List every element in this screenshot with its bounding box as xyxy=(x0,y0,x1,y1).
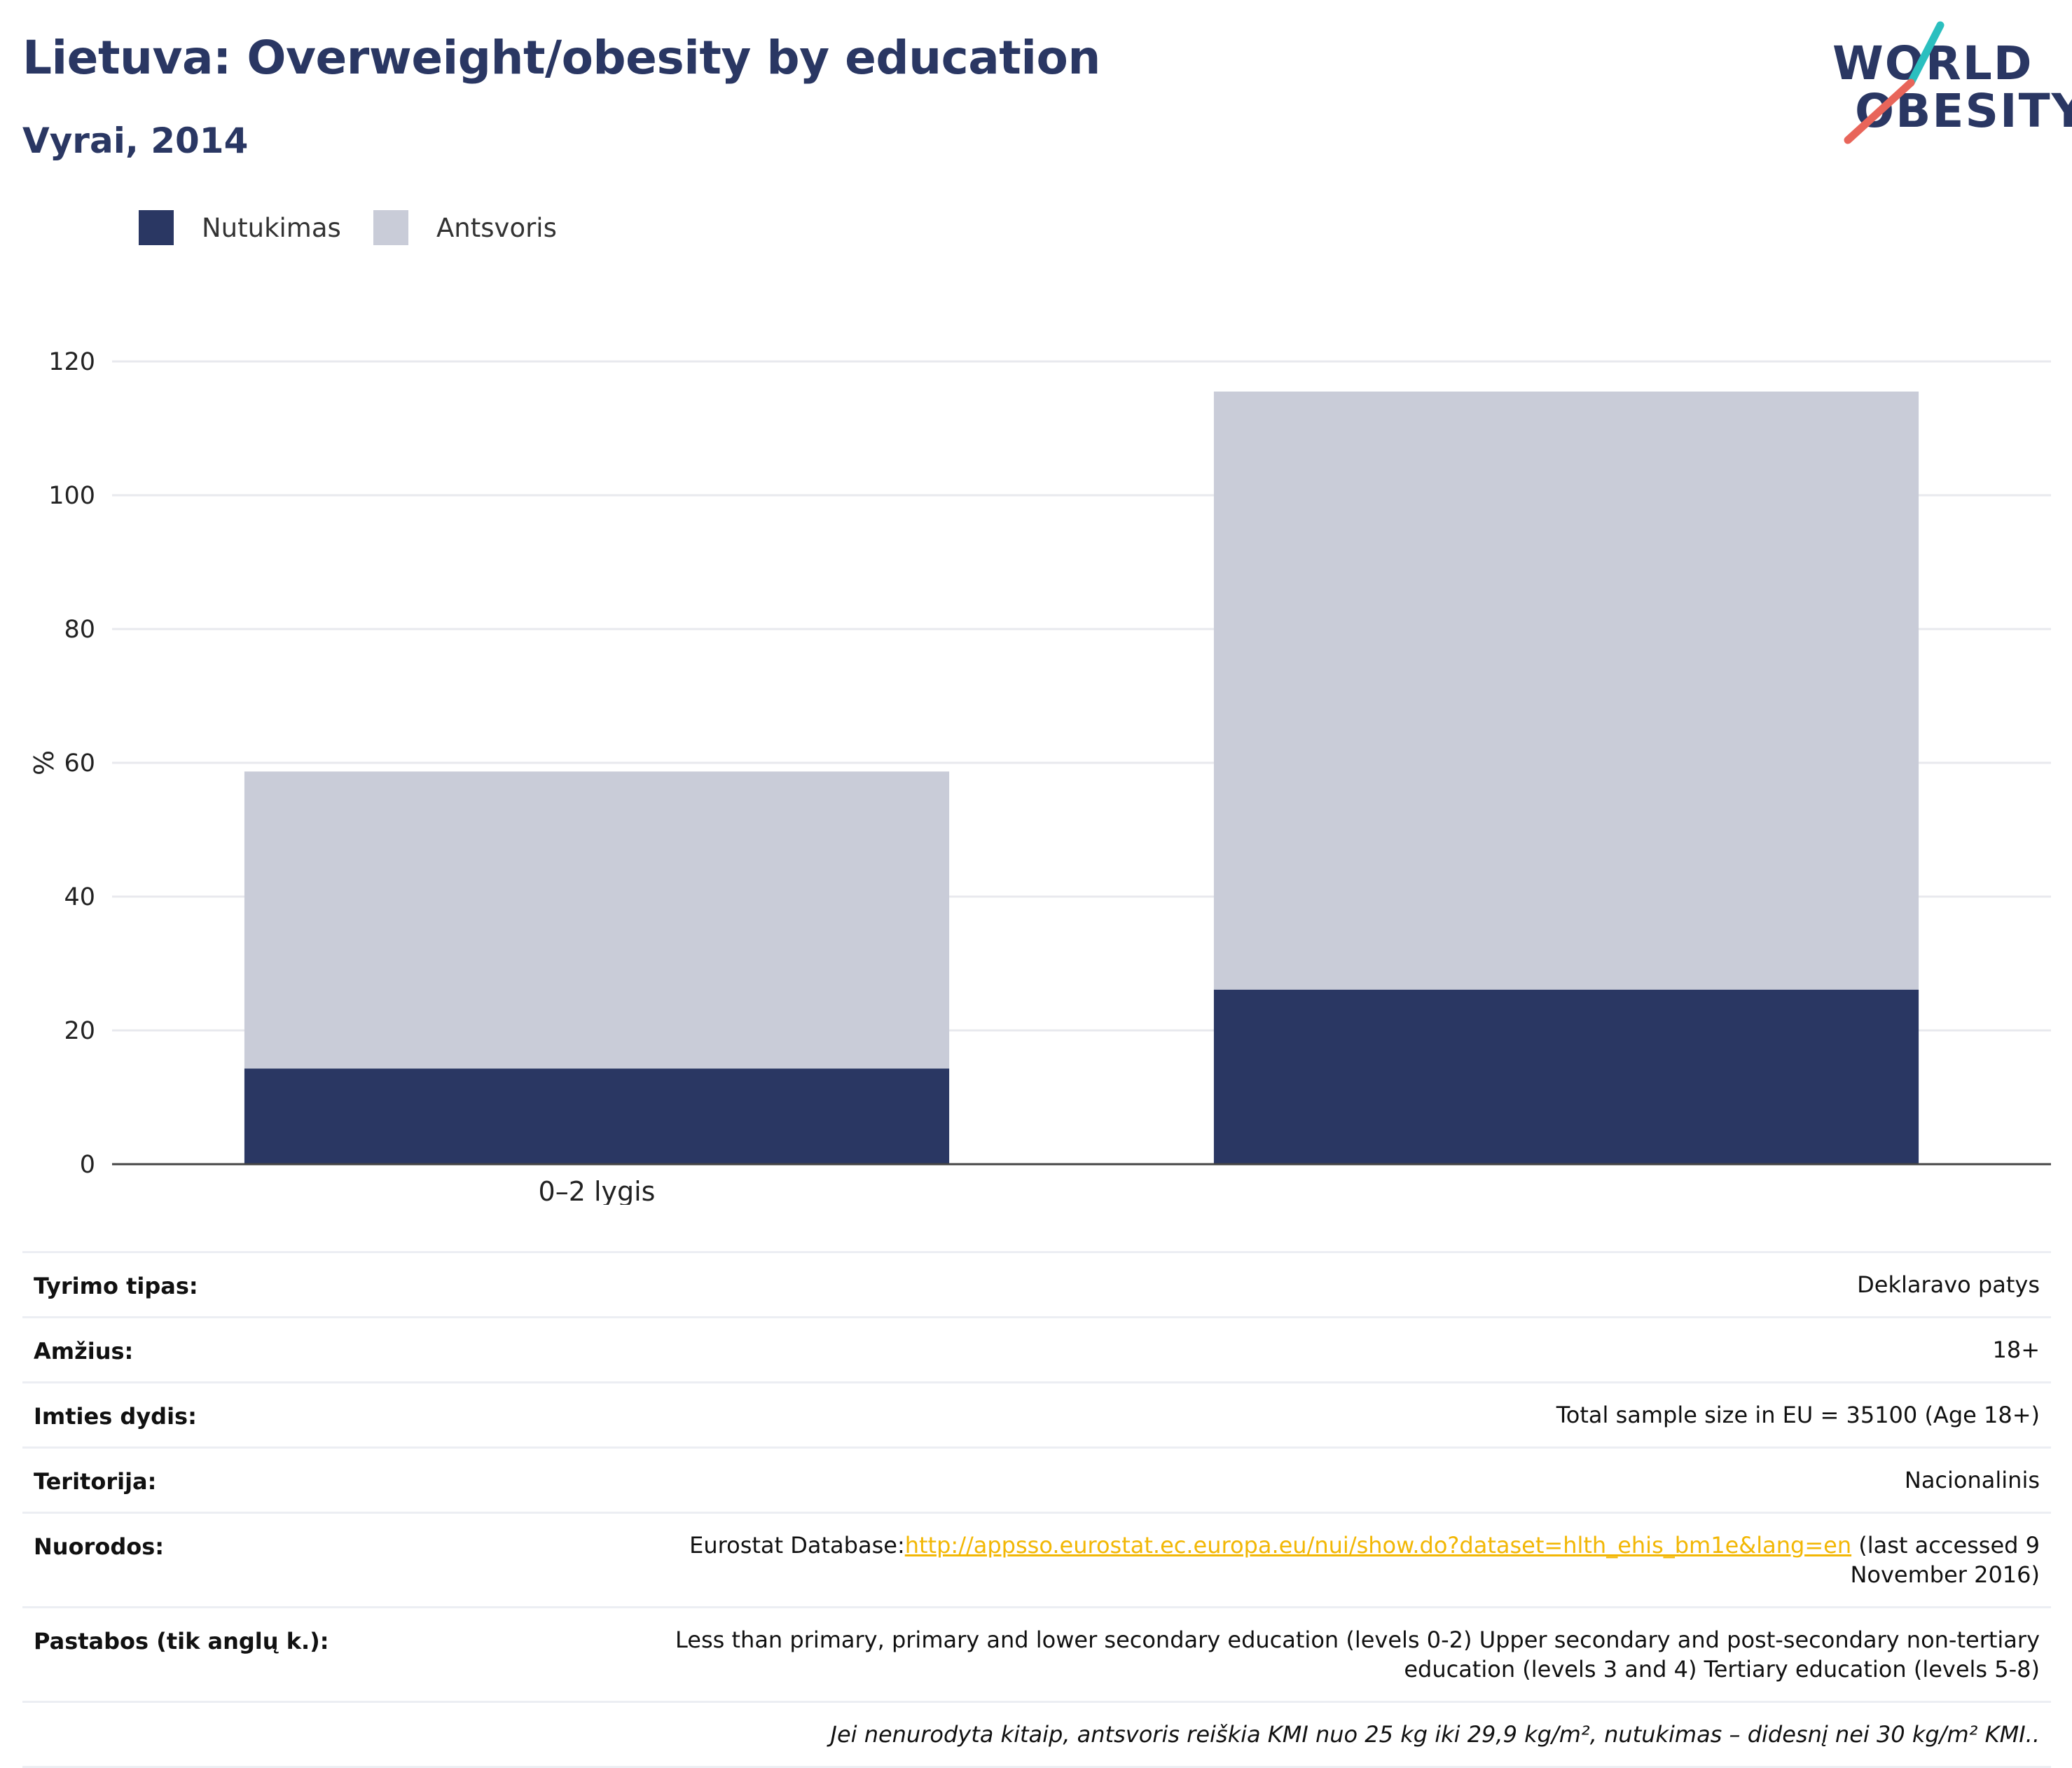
eurostat-link[interactable]: http://appsso.eurostat.ec.europa.eu/nui/… xyxy=(904,1532,1852,1559)
meta-value: Nacionalinis xyxy=(1904,1467,2040,1493)
meta-row-notes: Pastabos (tik anglų k.): Less than prima… xyxy=(22,1606,2051,1701)
metadata-table: Tyrimo tipas: Deklaravo patys Amžius: 18… xyxy=(22,1251,2051,1768)
y-axis-title: % xyxy=(29,750,60,775)
meta-row-sample-size: Imties dydis: Total sample size in EU = … xyxy=(22,1381,2051,1446)
meta-row-references: Nuorodos: Eurostat Database:http://appss… xyxy=(22,1512,2051,1606)
legend-item-obesity[interactable]: Nutukimas xyxy=(139,208,341,247)
meta-key: Nuorodos: xyxy=(34,1533,165,1560)
meta-value: Deklaravo patys xyxy=(1857,1271,2040,1298)
bar-segment xyxy=(244,1068,950,1164)
y-tick-label: 80 xyxy=(64,616,95,644)
legend-swatch-obesity xyxy=(139,210,174,245)
reference-suffix: (last accessed 9 November 2016) xyxy=(1850,1532,2040,1588)
stacked-bar-chart: 0 20 40 60 80 100 120% 0–2 lygis xyxy=(29,348,2051,1205)
meta-row-survey-type: Tyrimo tipas: Deklaravo patys xyxy=(22,1251,2051,1316)
bar-segment xyxy=(1213,391,1919,990)
chart-title: Lietuva: Overweight/obesity by education xyxy=(22,31,1100,85)
world-obesity-logo[interactable]: WORLD OBESITY xyxy=(1828,21,2072,147)
y-tick-label: 120 xyxy=(48,348,95,376)
legend-item-overweight[interactable]: Antsvoris xyxy=(373,208,557,247)
meta-key: Pastabos (tik anglų k.): xyxy=(34,1628,329,1655)
y-tick-label: 60 xyxy=(64,750,95,778)
bar-segment xyxy=(244,771,950,1069)
meta-value: Eurostat Database:http://appsso.eurostat… xyxy=(639,1514,2040,1606)
meta-row-footnote: Jei nenurodyta kitaip, antsvoris reiškia… xyxy=(22,1701,2051,1768)
meta-row-age: Amžius: 18+ xyxy=(22,1316,2051,1381)
y-tick-label: 0 xyxy=(80,1151,95,1179)
meta-key: Teritorija: xyxy=(34,1468,157,1495)
y-tick-label: 40 xyxy=(64,883,95,911)
reference-prefix: Eurostat Database: xyxy=(689,1532,905,1559)
y-tick-label: 100 xyxy=(48,482,95,510)
meta-value: Total sample size in EU = 35100 (Age 18+… xyxy=(1556,1402,2040,1428)
meta-key: Tyrimo tipas: xyxy=(34,1273,198,1299)
meta-key: Imties dydis: xyxy=(34,1403,197,1430)
x-category-label: 0–2 lygis xyxy=(539,1176,656,1205)
meta-value: Less than primary, primary and lower sec… xyxy=(675,1627,2040,1683)
legend-label-obesity: Nutukimas xyxy=(202,212,341,243)
meta-value: 18+ xyxy=(1992,1337,2040,1363)
bar-segment xyxy=(1213,989,1919,1164)
meta-key: Amžius: xyxy=(34,1338,134,1365)
y-tick-label: 20 xyxy=(64,1017,95,1045)
legend-label-overweight: Antsvoris xyxy=(436,212,557,243)
logo-slash-icon xyxy=(1844,21,1945,144)
footnote: Jei nenurodyta kitaip, antsvoris reiškia… xyxy=(830,1721,2040,1748)
legend-swatch-overweight xyxy=(373,210,408,245)
chart-subtitle: Vyrai, 2014 xyxy=(22,120,249,161)
meta-row-territory: Teritorija: Nacionalinis xyxy=(22,1446,2051,1512)
